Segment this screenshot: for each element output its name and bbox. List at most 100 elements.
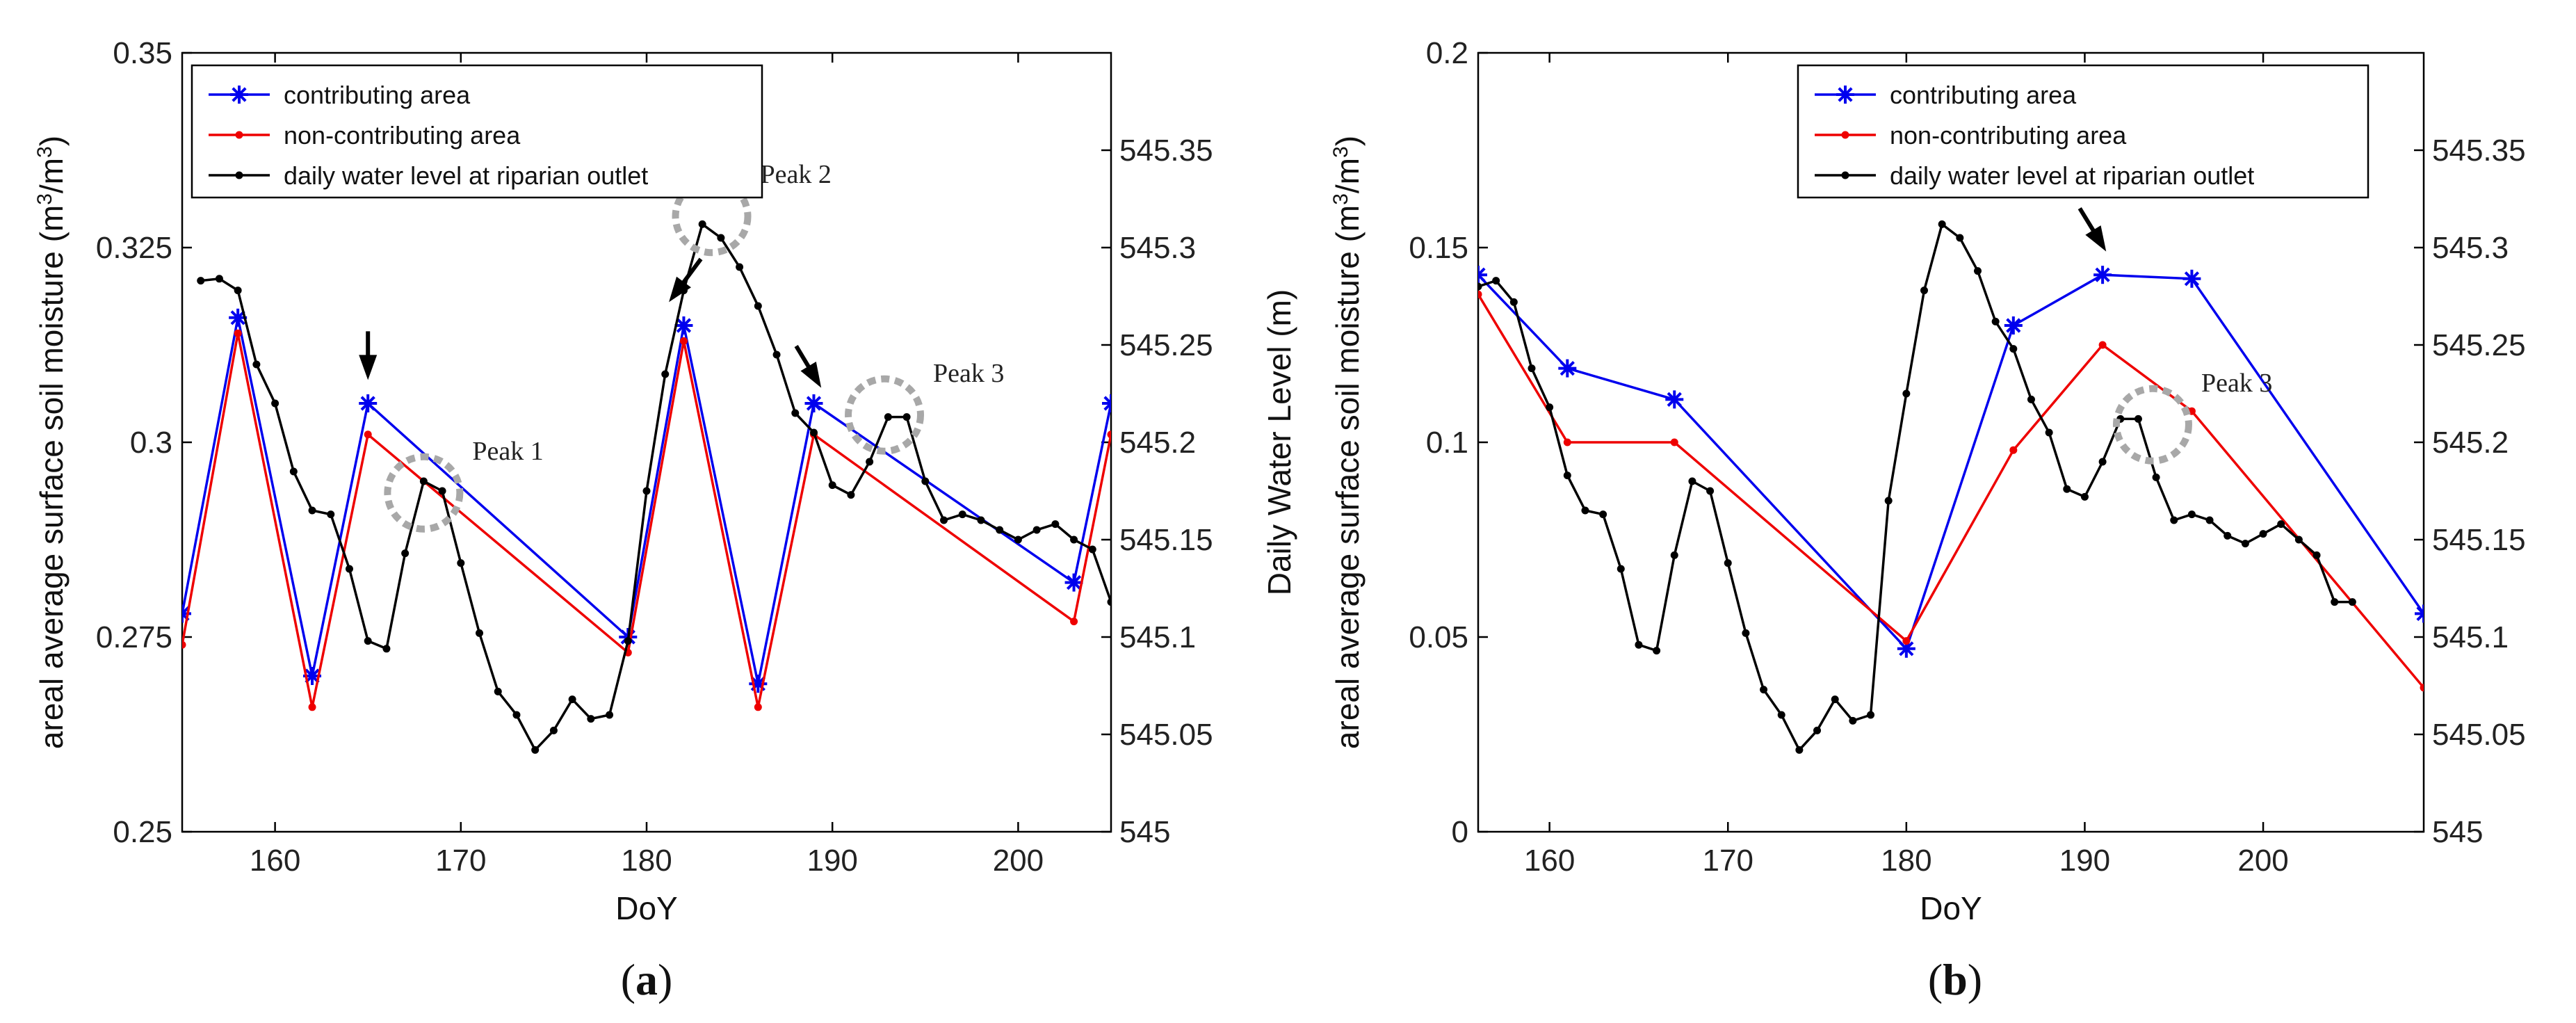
y-tick-label: 0.275 [96, 620, 172, 654]
data-point [1478, 282, 1482, 291]
y-tick-label: 0.25 [113, 815, 172, 849]
data-point [1509, 298, 1518, 306]
data-point [1070, 535, 1078, 544]
x-tick-label: 160 [250, 844, 300, 878]
data-point [2134, 414, 2142, 423]
data-point [2182, 269, 2201, 288]
data-point [2205, 516, 2214, 524]
peak-label: Peak 2 [761, 160, 832, 189]
data-point [234, 329, 242, 337]
legend-label: contributing area [284, 81, 471, 109]
x-tick-label: 160 [1524, 844, 1575, 878]
data-point [847, 491, 855, 499]
legend-item: non-contributing area [1815, 121, 2127, 150]
legend-marker [235, 171, 243, 179]
data-point [2009, 345, 2018, 353]
data-point [1777, 711, 1785, 719]
x-axis-title: DoY [1920, 890, 1982, 926]
legend-label: non-contributing area [284, 121, 521, 150]
data-point [512, 711, 521, 719]
data-point [2415, 604, 2424, 623]
y-tick-label: 0.1 [1426, 426, 1468, 460]
x-tick-label: 190 [807, 844, 857, 878]
data-point [1831, 695, 1839, 704]
x-tick-label: 170 [1703, 844, 1753, 878]
data-point [197, 277, 205, 285]
data-point [642, 487, 651, 495]
data-point [2045, 428, 2053, 437]
data-point [754, 302, 762, 310]
legend-item: daily water level at riparian outlet [1815, 161, 2254, 190]
data-point [1760, 686, 1768, 694]
data-point [2004, 316, 2023, 335]
data-point [754, 703, 762, 711]
data-point [1478, 266, 1487, 284]
y2-tick-label: 545 [1119, 815, 1170, 849]
y-axis-title: areal average surface soil moisture (m3/… [1329, 136, 1366, 749]
data-point [271, 399, 280, 408]
data-point [182, 641, 186, 649]
data-point [2152, 473, 2160, 481]
legend-item: contributing area [209, 81, 471, 109]
data-point [809, 428, 818, 437]
data-point [661, 370, 670, 378]
series-line [182, 317, 1111, 684]
data-point [1014, 535, 1022, 544]
data-point [921, 477, 930, 485]
y2-tick-label: 545.2 [1119, 426, 1196, 460]
y-tick-label: 0.05 [1409, 620, 1468, 654]
data-point [1670, 551, 1678, 559]
data-point [2420, 684, 2424, 692]
data-point [624, 637, 632, 645]
data-point [2348, 598, 2356, 606]
x-axis: 160 170 180 190 200 [250, 53, 1044, 878]
data-point [736, 263, 744, 271]
data-point [996, 526, 1004, 534]
legend: contributing area non-contributing area da… [1797, 64, 2370, 199]
peak-circle [845, 375, 925, 455]
data-point [1665, 390, 1684, 409]
data-point [698, 220, 706, 228]
data-point [494, 687, 502, 695]
legend-label: daily water level at riparian outlet [284, 161, 648, 190]
data-point [476, 629, 484, 637]
arrow-indicator [2077, 207, 2107, 252]
data-point [1558, 359, 1577, 378]
y2-axis-title: Daily Water Level (m) [2574, 289, 2576, 595]
data-point [772, 351, 781, 359]
data-point [866, 458, 874, 466]
data-point [359, 394, 378, 412]
data-point [549, 726, 558, 734]
annotation: Peak 1 [384, 437, 544, 533]
data-point [2241, 540, 2249, 548]
x-tick-label: 190 [2059, 844, 2110, 878]
y2-tick-label: 545.35 [2432, 134, 2526, 168]
data-point [1973, 267, 1982, 275]
legend-marker [230, 86, 248, 104]
annotation: Peak 3 [845, 359, 1004, 455]
data-point [804, 394, 823, 412]
data-point [1599, 510, 1607, 519]
legend-label: contributing area [1890, 81, 2077, 109]
data-point [252, 360, 261, 369]
legend-marker [1836, 86, 1854, 104]
legend-label: non-contributing area [1890, 121, 2127, 150]
data-point [884, 413, 892, 421]
data-point [828, 481, 836, 490]
data-point [1991, 317, 2000, 325]
peak-label: Peak 1 [472, 437, 543, 466]
data-point [902, 413, 911, 421]
data-point [1795, 746, 1804, 754]
data-point [977, 516, 985, 524]
y-axis-left: 0.25 0.275 0.3 0.325 0.35 [96, 36, 192, 849]
legend-marker [1841, 171, 1849, 179]
data-point [2063, 485, 2071, 493]
peak-label: Peak 3 [933, 359, 1004, 388]
data-point [401, 549, 410, 558]
y-tick-label: 0 [1452, 815, 1468, 849]
data-point [679, 337, 688, 345]
y-tick-label: 0.3 [130, 426, 172, 460]
data-point [308, 506, 316, 515]
data-point [215, 275, 223, 283]
